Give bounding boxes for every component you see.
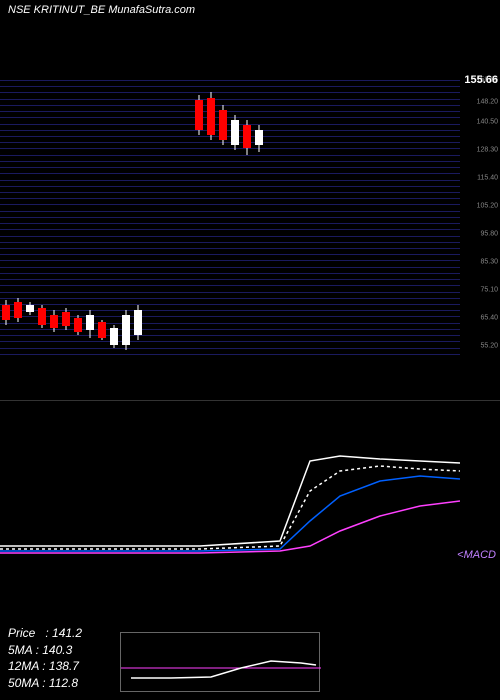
mini-chart-svg — [121, 633, 321, 693]
y-axis: 158.66148.20140.50128.30115.40105.2095.8… — [460, 80, 500, 360]
ma12-row: 12MA : 138.7 — [8, 658, 82, 675]
ma5-row: 5MA : 140.3 — [8, 642, 82, 659]
price-info-box: Price : 141.2 5MA : 140.3 12MA : 138.7 5… — [8, 625, 82, 692]
title-text: NSE KRITINUT_BE MunafaSutra.com — [8, 4, 195, 16]
price-chart-panel: 158.66148.20140.50128.30115.40105.2095.8… — [0, 20, 500, 400]
chart-header: NSE KRITINUT_BE MunafaSutra.com — [0, 0, 500, 20]
current-price: 155.66 — [464, 74, 498, 86]
mini-chart — [120, 632, 320, 692]
macd-label: <MACD — [457, 549, 496, 562]
macd-panel: <MACD — [0, 400, 500, 570]
indicator-svg — [0, 401, 460, 571]
price-row: Price : 141.2 — [8, 625, 82, 642]
candlestick-series — [0, 20, 460, 420]
ma50-row: 50MA : 112.8 — [8, 675, 82, 692]
